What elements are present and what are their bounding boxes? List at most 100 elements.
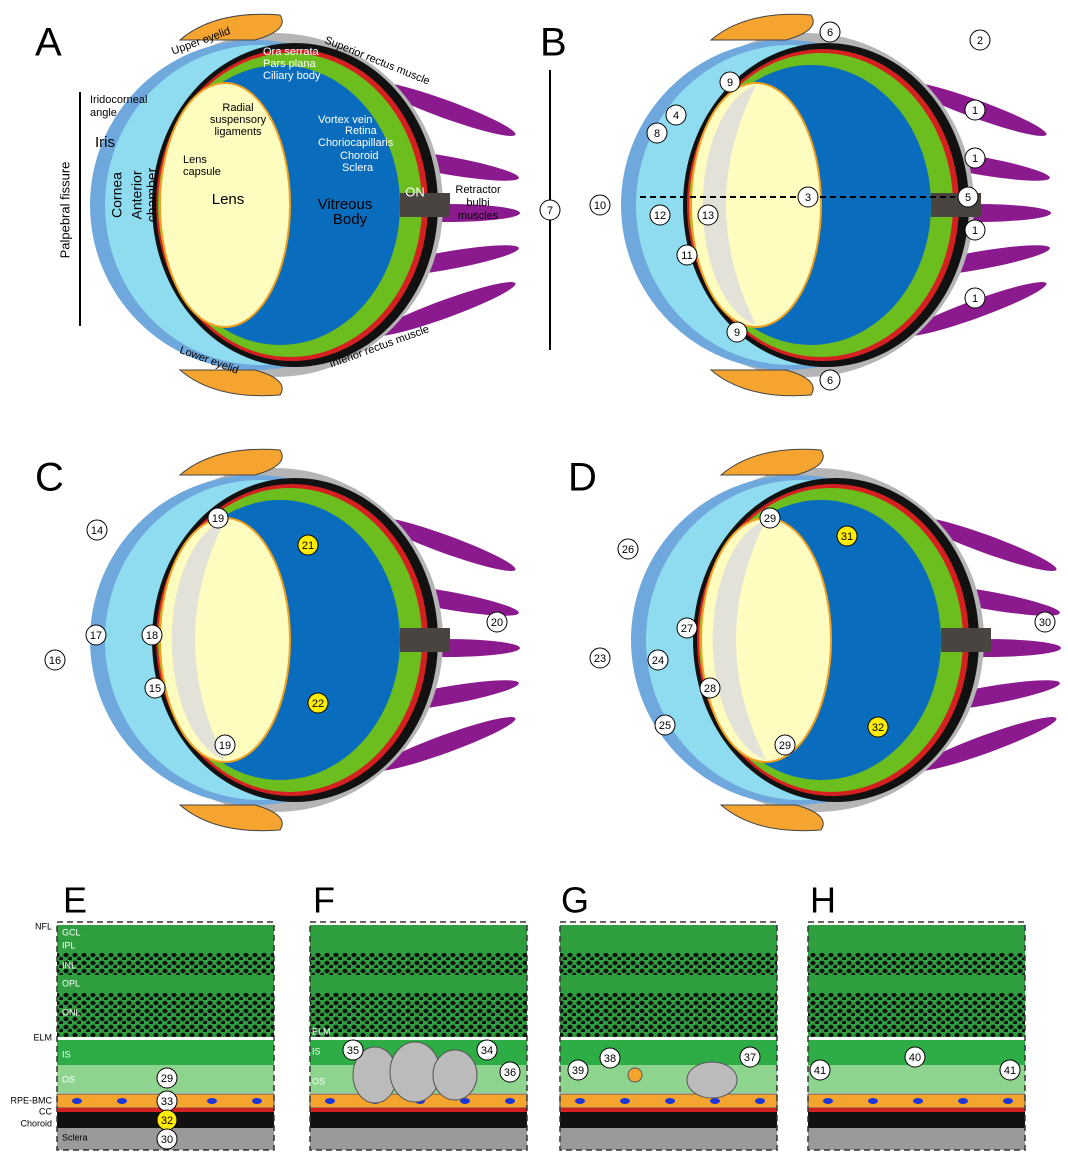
nfl-gcl-layer	[560, 925, 777, 953]
opl-layer	[57, 975, 274, 993]
label: ON	[405, 184, 425, 199]
callout-number: 33	[161, 1096, 173, 1108]
nucleus	[823, 1098, 833, 1104]
callout-number: 21	[302, 540, 314, 552]
callout-number: 36	[504, 1067, 516, 1079]
label: Lens	[183, 154, 207, 166]
callout-number: 20	[491, 617, 503, 629]
nucleus	[117, 1098, 127, 1104]
callout-number: 41	[1004, 1065, 1016, 1077]
callout-number: 6	[827, 375, 833, 387]
label: Retina	[345, 125, 378, 137]
optic-nerve	[941, 628, 991, 652]
label: Sclera	[62, 1132, 88, 1142]
label: NFL	[35, 921, 52, 931]
inl-layer	[310, 953, 527, 975]
callout-number: 24	[652, 655, 664, 667]
callout-number: 39	[572, 1065, 584, 1077]
callout-number: 29	[764, 513, 776, 525]
cc-layer	[808, 1108, 1025, 1112]
upper-eyelid	[721, 449, 823, 475]
callout-number: 26	[622, 544, 634, 556]
callout-number: 30	[161, 1134, 173, 1146]
panel-letter: C	[35, 456, 64, 500]
callout-number: 37	[744, 1052, 756, 1064]
label: Ciliary body	[263, 70, 321, 82]
nucleus	[755, 1098, 765, 1104]
callout-number: 11	[681, 250, 692, 262]
drusen	[390, 1042, 440, 1102]
callout-number: 6	[827, 27, 833, 39]
inl-layer	[808, 953, 1025, 975]
label: IS	[312, 1046, 321, 1056]
label: Body	[333, 211, 368, 228]
inl-layer	[560, 953, 777, 975]
panel-letter: B	[540, 21, 567, 65]
callout-number: 19	[219, 740, 231, 752]
label: suspensory	[210, 114, 267, 126]
sclera-layer	[560, 1128, 777, 1150]
label: OS	[312, 1076, 325, 1086]
nucleus	[620, 1098, 630, 1104]
sclera-layer	[808, 1128, 1025, 1150]
label: RPE-BMC	[10, 1095, 52, 1105]
label: INL	[62, 960, 76, 970]
callout-number: 1	[972, 153, 978, 165]
callout-number: 2	[977, 35, 983, 47]
label: muscles	[458, 210, 499, 222]
cc-layer	[560, 1108, 777, 1112]
drusen	[433, 1050, 477, 1100]
upper-eyelid	[711, 14, 813, 40]
callout-number: 9	[727, 77, 733, 89]
callout-number: 10	[594, 200, 606, 212]
callout-number: 1	[972, 225, 978, 237]
label: Iridocorneal	[90, 94, 147, 106]
callout-number: 15	[149, 683, 161, 695]
callout-number: 30	[1039, 617, 1051, 629]
callout-number: 1	[972, 105, 978, 117]
label: IS	[62, 1049, 71, 1059]
label: chamber	[144, 167, 160, 222]
callout-number: 13	[702, 210, 714, 222]
callout-number: 29	[779, 740, 791, 752]
onl-layer	[808, 993, 1025, 1037]
nucleus	[958, 1098, 968, 1104]
callout-number: 5	[965, 192, 971, 204]
panel-letter: E	[63, 880, 87, 921]
callout-number: 14	[91, 525, 103, 537]
cc-layer	[310, 1108, 527, 1112]
label: bulbi	[466, 197, 489, 209]
nfl-gcl-layer	[310, 925, 527, 953]
onl-layer	[560, 993, 777, 1037]
os-layer	[808, 1065, 1025, 1093]
callout-number: 16	[49, 655, 61, 667]
callout-number: 34	[481, 1045, 493, 1057]
nucleus	[72, 1098, 82, 1104]
panel-letter: G	[561, 880, 589, 921]
nucleus	[207, 1098, 217, 1104]
opl-layer	[310, 975, 527, 993]
choroid-layer	[808, 1112, 1025, 1128]
os-layer	[560, 1065, 777, 1093]
nucleus	[575, 1098, 585, 1104]
lower-eyelid	[711, 370, 813, 396]
callout-number: 4	[673, 110, 679, 122]
opl-layer	[808, 975, 1025, 993]
label: ELM	[312, 1026, 331, 1036]
label: Cornea	[109, 172, 125, 218]
label: capsule	[183, 166, 221, 178]
onl-layer	[57, 993, 274, 1037]
nucleus	[252, 1098, 262, 1104]
callout-number: 25	[659, 720, 671, 732]
panel-letter: H	[810, 880, 836, 921]
label: angle	[90, 107, 117, 119]
callout-number: 3	[805, 192, 811, 204]
eye	[631, 449, 1061, 830]
sclera-layer	[310, 1128, 527, 1150]
nucleus	[913, 1098, 923, 1104]
panel-letter: A	[35, 21, 62, 65]
choroid-layer	[310, 1112, 527, 1128]
nfl-gcl-layer	[808, 925, 1025, 953]
label: Choroid	[340, 150, 379, 162]
label: Sclera	[342, 162, 374, 174]
